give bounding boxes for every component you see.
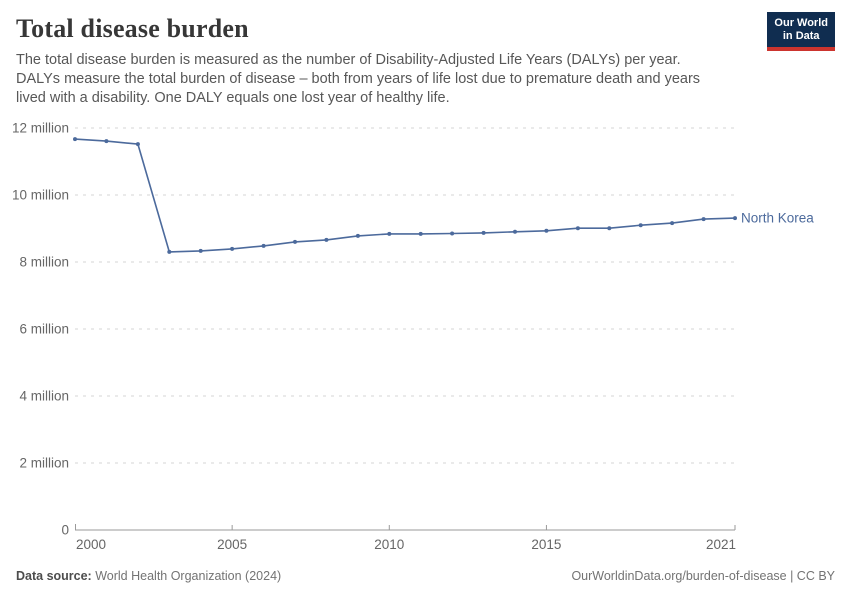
data-source-value: World Health Organization (2024) (95, 569, 282, 583)
owid-logo-line2: in Data (782, 30, 820, 42)
license-note[interactable]: OurWorldinData.org/burden-of-disease | C… (571, 569, 835, 583)
svg-text:0: 0 (61, 523, 69, 538)
owid-logo[interactable]: Our World in Data (767, 12, 835, 51)
data-source-note: Data source: World Health Organization (… (16, 569, 281, 583)
chart-subtitle: The total disease burden is measured as … (16, 52, 701, 106)
svg-text:2015: 2015 (531, 537, 561, 552)
svg-text:8 million: 8 million (19, 255, 69, 270)
svg-text:2005: 2005 (217, 537, 247, 552)
svg-text:12 million: 12 million (12, 121, 69, 136)
svg-text:2010: 2010 (374, 537, 404, 552)
svg-text:2000: 2000 (76, 537, 106, 552)
svg-text:10 million: 10 million (12, 188, 69, 203)
page-title: Total disease burden (16, 14, 249, 43)
owid-logo-line1: Our World (774, 17, 828, 29)
chart-footer: Data source: World Health Organization (… (16, 569, 835, 583)
svg-text:2021: 2021 (706, 537, 736, 552)
svg-text:6 million: 6 million (19, 322, 69, 337)
data-source-label: Data source: (16, 569, 92, 583)
svg-text:4 million: 4 million (19, 389, 69, 404)
series-end-label: North Korea (741, 211, 814, 226)
svg-text:2 million: 2 million (19, 456, 69, 471)
